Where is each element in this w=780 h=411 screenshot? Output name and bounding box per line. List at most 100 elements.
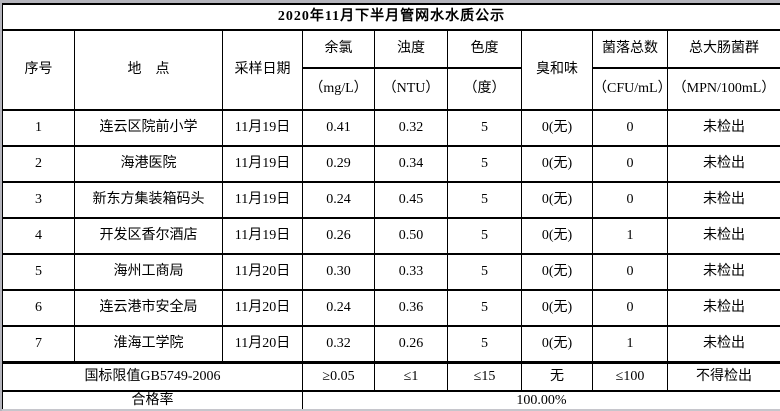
pass-rate-row: 合格率 100.00%	[2, 390, 780, 411]
cell-date: 11月20日	[222, 325, 303, 364]
cell-turbidity: 0.32	[374, 109, 448, 147]
table-row: 3 新东方集装箱码头 11月19日 0.24 0.45 5 0(无) 0 未检出	[2, 181, 780, 219]
col-header-odor: 臭和味	[521, 29, 593, 111]
pass-rate-label: 合格率	[2, 390, 303, 411]
cell-bacteria: 0	[592, 181, 668, 219]
header-row-labels: 序号 地 点 采样日期 余氯 浊度 色度 臭和味 菌落总数 总大肠菌群	[2, 29, 780, 111]
col-unit-coliform: （MPN/100mL）	[667, 67, 780, 111]
cell-index: 2	[2, 145, 75, 183]
table-row: 4 开发区香尔酒店 11月19日 0.26 0.50 5 0(无) 1 未检出	[2, 217, 780, 255]
cell-turbidity: 0.50	[374, 217, 448, 255]
standard-limit-label: 国标限值GB5749-2006	[2, 361, 303, 392]
col-unit-bacteria: （CFU/mL）	[592, 67, 668, 111]
table-row: 6 连云港市安全局 11月20日 0.24 0.36 5 0(无) 0 未检出	[2, 289, 780, 327]
col-header-location: 地 点	[74, 29, 223, 111]
water-quality-table: 2020年11月下半月管网水水质公示 序号 地 点 采样日期 余氯 浊度 色度 …	[2, 3, 780, 411]
cell-location: 连云港市安全局	[74, 289, 223, 327]
cell-turbidity: 0.33	[374, 253, 448, 291]
table-row: 2 海港医院 11月19日 0.29 0.34 5 0(无) 0 未检出	[2, 145, 780, 183]
cell-location: 连云区院前小学	[74, 109, 223, 147]
cell-date: 11月19日	[222, 145, 303, 183]
cell-bacteria: 0	[592, 145, 668, 183]
cell-date: 11月19日	[222, 109, 303, 147]
standard-color: ≤15	[447, 361, 522, 392]
col-header-index: 序号	[2, 29, 75, 111]
pass-rate-value: 100.00%	[302, 390, 780, 411]
cell-turbidity: 0.34	[374, 145, 448, 183]
col-header-chlorine: 余氯	[302, 29, 375, 69]
cell-bacteria: 1	[592, 217, 668, 255]
cell-index: 1	[2, 109, 75, 147]
crop-edge-left	[0, 0, 2, 411]
standard-chlorine: ≥0.05	[302, 361, 375, 392]
cell-color: 5	[447, 217, 522, 255]
cell-location: 新东方集装箱码头	[74, 181, 223, 219]
cell-odor: 0(无)	[521, 289, 593, 327]
cell-chlorine: 0.26	[302, 217, 375, 255]
cell-color: 5	[447, 253, 522, 291]
title-row: 2020年11月下半月管网水水质公示	[2, 3, 780, 31]
cell-index: 6	[2, 289, 75, 327]
cell-odor: 0(无)	[521, 217, 593, 255]
cell-color: 5	[447, 289, 522, 327]
col-header-date: 采样日期	[222, 29, 303, 111]
crop-edge-top	[0, 0, 780, 3]
cell-index: 4	[2, 217, 75, 255]
cell-color: 5	[447, 325, 522, 364]
cell-date: 11月19日	[222, 217, 303, 255]
cell-odor: 0(无)	[521, 253, 593, 291]
cell-location: 开发区香尔酒店	[74, 217, 223, 255]
cell-odor: 0(无)	[521, 109, 593, 147]
cell-color: 5	[447, 181, 522, 219]
cell-chlorine: 0.24	[302, 181, 375, 219]
cell-date: 11月19日	[222, 181, 303, 219]
cell-chlorine: 0.32	[302, 325, 375, 364]
cell-color: 5	[447, 145, 522, 183]
header-row-units: （mg/L） （NTU） （度） （CFU/mL） （MPN/100mL）	[3, 67, 780, 111]
cell-location: 淮海工学院	[74, 325, 223, 364]
col-header-color: 色度	[447, 29, 522, 69]
cell-turbidity: 0.26	[374, 325, 448, 364]
col-unit-color: （度）	[447, 67, 522, 111]
page-title: 2020年11月下半月管网水水质公示	[2, 3, 780, 31]
cell-odor: 0(无)	[521, 325, 593, 364]
cell-coliform: 未检出	[667, 109, 780, 147]
cell-index: 3	[2, 181, 75, 219]
cell-bacteria: 0	[592, 289, 668, 327]
standard-turbidity: ≤1	[374, 361, 448, 392]
cell-coliform: 未检出	[667, 217, 780, 255]
cell-chlorine: 0.41	[302, 109, 375, 147]
col-unit-chlorine: （mg/L）	[302, 67, 375, 111]
cell-coliform: 未检出	[667, 253, 780, 291]
col-header-bacteria: 菌落总数	[592, 29, 668, 69]
cell-coliform: 未检出	[667, 145, 780, 183]
standard-bacteria: ≤100	[592, 361, 668, 392]
cell-date: 11月20日	[222, 253, 303, 291]
cell-index: 7	[2, 325, 75, 364]
cell-location: 海港医院	[74, 145, 223, 183]
cell-date: 11月20日	[222, 289, 303, 327]
cell-location: 海州工商局	[74, 253, 223, 291]
cell-odor: 0(无)	[521, 181, 593, 219]
col-unit-turbidity: （NTU）	[374, 67, 448, 111]
cell-odor: 0(无)	[521, 145, 593, 183]
standard-odor: 无	[521, 361, 593, 392]
standard-limit-row: 国标限值GB5749-2006 ≥0.05 ≤1 ≤15 无 ≤100 不得检出	[2, 361, 780, 392]
cell-coliform: 未检出	[667, 181, 780, 219]
standard-coliform: 不得检出	[667, 361, 780, 392]
table-row: 5 海州工商局 11月20日 0.30 0.33 5 0(无) 0 未检出	[2, 253, 780, 291]
table-row: 1 连云区院前小学 11月19日 0.41 0.32 5 0(无) 0 未检出	[2, 109, 780, 147]
cell-turbidity: 0.45	[374, 181, 448, 219]
cell-index: 5	[2, 253, 75, 291]
table-row: 7 淮海工学院 11月20日 0.32 0.26 5 0(无) 1 未检出	[2, 325, 780, 364]
cell-chlorine: 0.29	[302, 145, 375, 183]
col-header-coliform: 总大肠菌群	[667, 29, 780, 69]
cell-chlorine: 0.30	[302, 253, 375, 291]
col-header-turbidity: 浊度	[374, 29, 448, 69]
cell-turbidity: 0.36	[374, 289, 448, 327]
cell-coliform: 未检出	[667, 289, 780, 327]
crop-edge-bottom	[0, 409, 780, 411]
cell-color: 5	[447, 109, 522, 147]
cell-bacteria: 0	[592, 109, 668, 147]
